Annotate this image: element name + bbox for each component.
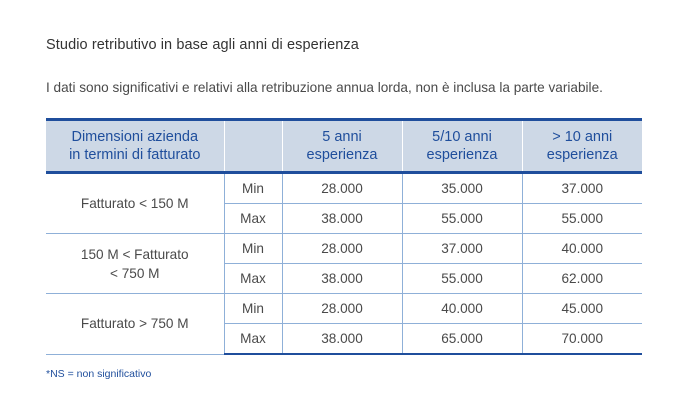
header-5-years-line2: esperienza [306,147,378,163]
group-label-revenue-150-750: 150 M < Fatturato < 750 M [46,233,224,294]
row-label-max: Max [223,203,282,234]
table-cell: 62.000 [521,263,642,294]
row-label-min: Min [223,172,282,204]
salary-table: Dimensioni azienda in termini di fattura… [46,118,642,355]
table-row-group2-max: Max 38.000 55.000 62.000 [46,263,642,294]
table-cell: 28.000 [281,233,402,264]
header-5-10-years-line1: 5/10 anni [432,129,492,145]
table-cell: 38.000 [281,263,402,294]
group-label-line2: < 750 M [110,265,160,281]
table-cell: 37.000 [521,172,642,204]
table-header-row: Dimensioni azienda in termini di fattura… [46,118,642,174]
row-label-min: Min [223,233,282,264]
header-over-10-years: > 10 anni esperienza [521,118,642,174]
document-title: Studio retributivo in base agli anni di … [46,37,359,53]
header-company-line1: Dimensioni azienda [71,129,199,145]
table-cell: 40.000 [401,293,522,324]
header-company-size: Dimensioni azienda in termini di fattura… [46,118,224,174]
table-row-group1-max: Max 38.000 55.000 55.000 [46,203,642,234]
table-cell: 37.000 [401,233,522,264]
header-over-10-years-line1: > 10 anni [552,129,613,145]
header-metric [223,118,282,174]
table-cell: 35.000 [401,172,522,204]
table-row-group3-min: Fatturato > 750 M Min 28.000 40.000 45.0… [46,293,642,355]
table-cell: 38.000 [281,323,402,355]
table-cell: 55.000 [401,203,522,234]
header-5-10-years: 5/10 anni esperienza [401,118,522,174]
row-label-max: Max [223,323,282,355]
header-5-years-line1: 5 anni [322,129,362,145]
table-cell: 45.000 [521,293,642,324]
table-cell: 55.000 [521,203,642,234]
table-row-group1-min: Fatturato < 150 M Min 28.000 35.000 37.0… [46,172,642,234]
row-label-max: Max [223,263,282,294]
footnote: *NS = non significativo [46,368,152,380]
group-label-line1: Fatturato > 750 M [80,316,189,332]
table-cell: 55.000 [401,263,522,294]
table-cell: 40.000 [521,233,642,264]
table-cell: 65.000 [401,323,522,355]
header-over-10-years-line2: esperienza [546,147,618,163]
group-label-line1: 150 M < Fatturato [80,246,189,262]
table-row-group2-min: 150 M < Fatturato < 750 M Min 28.000 37.… [46,233,642,294]
group-label-revenue-under-150: Fatturato < 150 M [46,172,224,234]
group-label-revenue-over-750: Fatturato > 750 M [46,293,224,355]
table-cell: 28.000 [281,293,402,324]
group-label-line1: Fatturato < 150 M [80,196,189,211]
header-company-line2: in termini di fatturato [69,147,201,163]
table-cell: 28.000 [281,172,402,204]
row-label-min: Min [223,293,282,324]
table-cell: 70.000 [521,323,642,355]
header-5-10-years-line2: esperienza [426,147,498,163]
table-row-group3-max: Max 38.000 65.000 70.000 [46,323,642,355]
document-subtitle: I dati sono significativi e relativi all… [46,80,603,95]
table-cell: 38.000 [281,203,402,234]
header-5-years: 5 anni esperienza [281,118,402,174]
